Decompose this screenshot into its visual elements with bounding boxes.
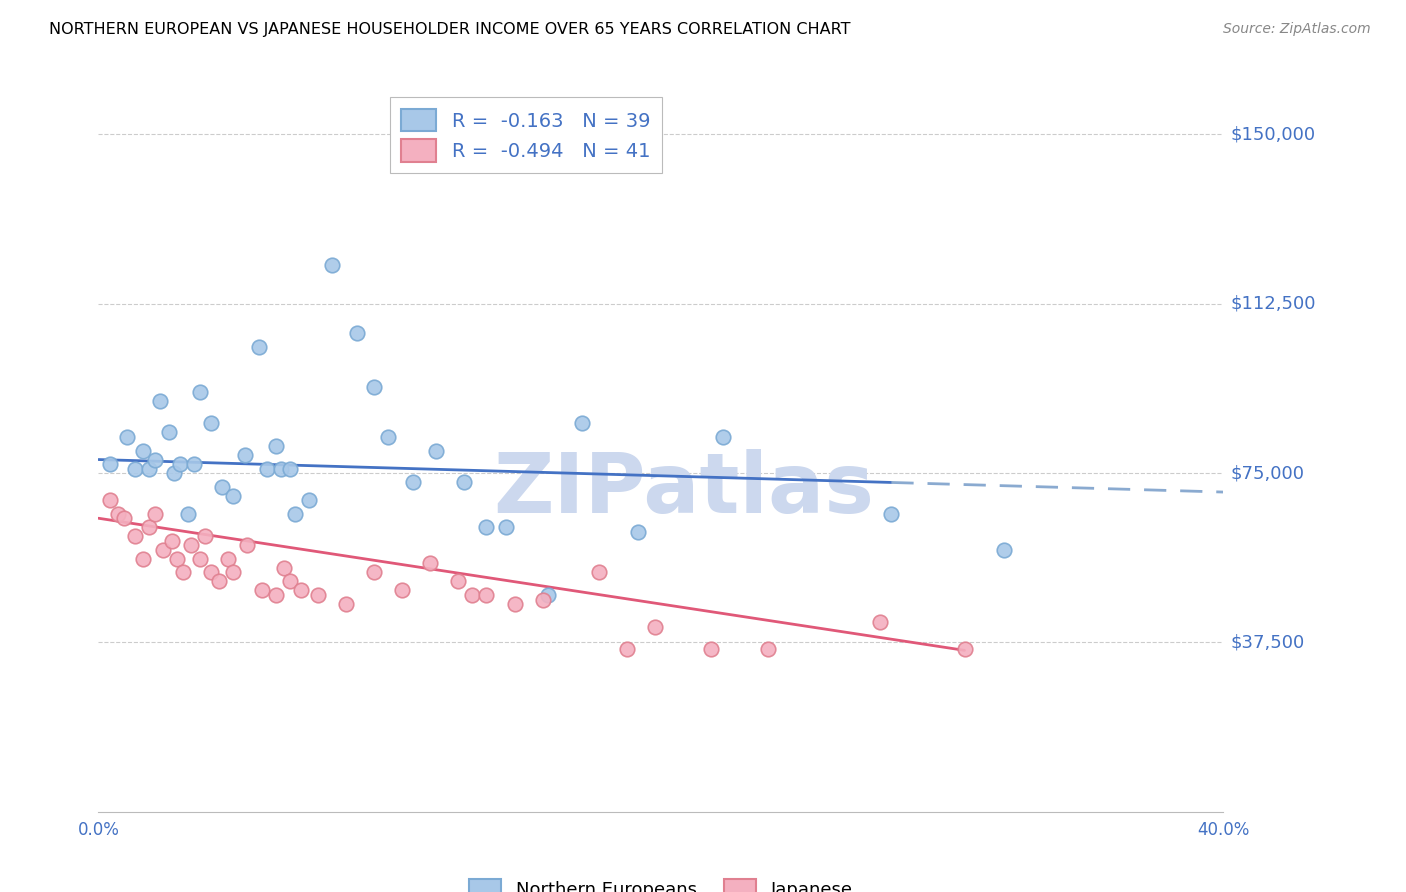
Point bbox=[149, 393, 172, 408]
Text: NORTHERN EUROPEAN VS JAPANESE HOUSEHOLDER INCOME OVER 65 YEARS CORRELATION CHART: NORTHERN EUROPEAN VS JAPANESE HOUSEHOLDE… bbox=[49, 22, 851, 37]
Point bbox=[143, 452, 166, 467]
Point bbox=[188, 552, 211, 566]
Point bbox=[284, 507, 307, 521]
Point bbox=[138, 461, 160, 475]
Point bbox=[115, 430, 138, 444]
Point bbox=[447, 574, 470, 589]
Point bbox=[183, 457, 205, 471]
Point bbox=[152, 542, 174, 557]
Point bbox=[98, 457, 121, 471]
Point bbox=[363, 566, 385, 580]
Point bbox=[98, 493, 121, 508]
Text: $37,500: $37,500 bbox=[1230, 633, 1305, 651]
Point bbox=[222, 566, 245, 580]
Point bbox=[247, 340, 270, 354]
Point bbox=[402, 475, 425, 489]
Point bbox=[273, 561, 295, 575]
Point bbox=[290, 583, 312, 598]
Point bbox=[700, 642, 723, 657]
Point bbox=[711, 430, 734, 444]
Point bbox=[124, 529, 146, 543]
Point bbox=[107, 507, 129, 521]
Point bbox=[298, 493, 321, 508]
Point bbox=[278, 574, 301, 589]
Point bbox=[236, 538, 259, 552]
Point bbox=[169, 457, 191, 471]
Point bbox=[211, 480, 233, 494]
Point bbox=[953, 642, 976, 657]
Point bbox=[993, 542, 1015, 557]
Text: $150,000: $150,000 bbox=[1230, 126, 1316, 144]
Point bbox=[163, 466, 186, 480]
Point bbox=[166, 552, 188, 566]
Point bbox=[217, 552, 239, 566]
Point bbox=[143, 507, 166, 521]
Point bbox=[132, 443, 155, 458]
Point bbox=[461, 588, 484, 602]
Text: $75,000: $75,000 bbox=[1230, 464, 1305, 482]
Point bbox=[264, 439, 287, 453]
Point bbox=[200, 566, 222, 580]
Legend: Northern Europeans, Japanese: Northern Europeans, Japanese bbox=[461, 872, 860, 892]
Point bbox=[208, 574, 231, 589]
Point bbox=[391, 583, 413, 598]
Point bbox=[157, 425, 180, 440]
Point bbox=[194, 529, 217, 543]
Point bbox=[180, 538, 202, 552]
Point bbox=[537, 588, 560, 602]
Text: ZIPatlas: ZIPatlas bbox=[494, 450, 873, 531]
Point bbox=[124, 461, 146, 475]
Point bbox=[160, 533, 183, 548]
Point bbox=[188, 384, 211, 399]
Point bbox=[377, 430, 399, 444]
Point bbox=[346, 326, 368, 340]
Point bbox=[172, 566, 194, 580]
Point bbox=[425, 443, 447, 458]
Point bbox=[264, 588, 287, 602]
Point bbox=[588, 566, 610, 580]
Point bbox=[627, 524, 650, 539]
Point bbox=[616, 642, 638, 657]
Point bbox=[177, 507, 200, 521]
Point bbox=[132, 552, 155, 566]
Text: $112,500: $112,500 bbox=[1230, 294, 1316, 313]
Point bbox=[138, 520, 160, 534]
Point bbox=[475, 520, 498, 534]
Point bbox=[256, 461, 278, 475]
Point bbox=[503, 597, 526, 611]
Point bbox=[321, 259, 343, 273]
Point bbox=[756, 642, 779, 657]
Point bbox=[531, 592, 554, 607]
Point bbox=[222, 489, 245, 503]
Point bbox=[363, 380, 385, 394]
Point bbox=[869, 615, 891, 629]
Point bbox=[453, 475, 475, 489]
Point bbox=[307, 588, 329, 602]
Point bbox=[200, 417, 222, 431]
Point bbox=[495, 520, 517, 534]
Point bbox=[475, 588, 498, 602]
Point bbox=[880, 507, 903, 521]
Point bbox=[112, 511, 135, 525]
Point bbox=[571, 417, 593, 431]
Point bbox=[419, 557, 441, 571]
Point bbox=[278, 461, 301, 475]
Point bbox=[335, 597, 357, 611]
Text: Source: ZipAtlas.com: Source: ZipAtlas.com bbox=[1223, 22, 1371, 37]
Point bbox=[250, 583, 273, 598]
Point bbox=[270, 461, 292, 475]
Point bbox=[644, 619, 666, 633]
Point bbox=[233, 448, 256, 462]
